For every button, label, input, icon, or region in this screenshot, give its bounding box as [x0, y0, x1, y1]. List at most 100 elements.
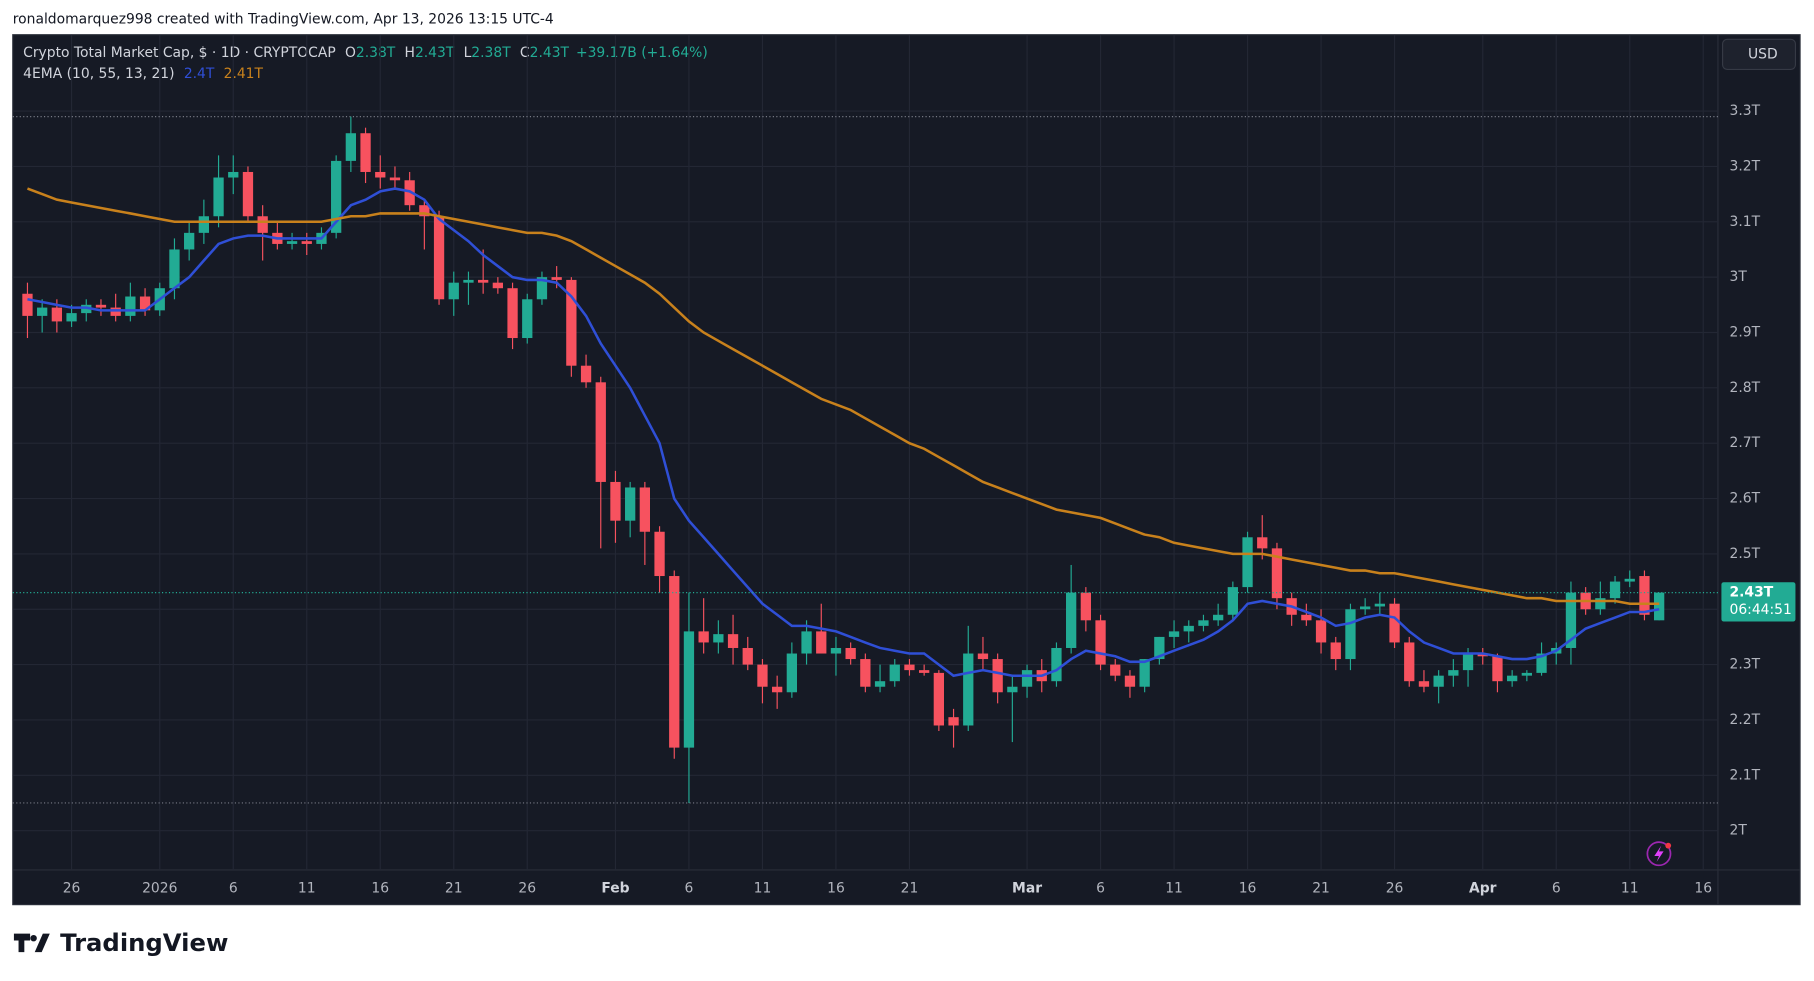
x-tick-label: Mar — [1012, 880, 1042, 896]
candle-body — [1374, 603, 1385, 607]
ohlc-value: 2.43T — [415, 45, 455, 61]
candle-body — [286, 241, 298, 244]
chart-pane — [12, 34, 1801, 906]
x-tick-label: 16 — [371, 880, 389, 896]
candle-body — [198, 216, 210, 233]
indicator-label: 4EMA (10, 55, 13, 21) — [23, 66, 174, 82]
candle-body — [448, 282, 459, 300]
x-tick-label: 6 — [1096, 880, 1105, 896]
candle-body — [125, 296, 136, 316]
candle-body — [874, 681, 886, 687]
indicator-value: 2.41T — [224, 66, 264, 82]
candle-body — [1418, 681, 1430, 687]
y-tick-label: 2.2T — [1730, 712, 1761, 728]
candle-body — [1536, 653, 1547, 673]
candle-body — [463, 279, 474, 283]
candle-body — [1477, 653, 1488, 657]
x-tick-label: 21 — [445, 880, 463, 896]
indicator-legend: 4EMA (10, 55, 13, 21) 2.4T 2.41T — [23, 66, 263, 82]
y-tick-label: 2.8T — [1730, 380, 1761, 396]
x-tick-label: 16 — [827, 880, 845, 896]
y-tick-label: 3T — [1730, 269, 1748, 285]
candle-body — [184, 232, 195, 250]
candle-body — [1433, 675, 1444, 687]
candle-body — [963, 653, 974, 726]
x-tick-label: 26 — [518, 880, 536, 896]
candle-body — [522, 299, 533, 339]
candle-body — [625, 487, 636, 521]
candle-body — [1389, 603, 1400, 643]
candle-body — [345, 133, 357, 161]
candle-body — [933, 672, 944, 726]
ohlc-value: 2.38T — [471, 45, 511, 61]
y-tick-label: 2.5T — [1730, 546, 1761, 562]
candle-body — [1330, 642, 1341, 660]
attribution: ronaldomarquez998 created with TradingVi… — [13, 12, 554, 28]
candle-body — [419, 205, 430, 217]
candle-body — [1595, 598, 1606, 610]
candle-body — [830, 647, 842, 654]
candle-body — [1565, 592, 1577, 648]
candle-body — [1654, 592, 1665, 621]
y-tick-label: 2T — [1730, 823, 1748, 839]
ohlc-key: O — [345, 45, 356, 61]
currency: USD — [1748, 46, 1778, 62]
lightning-icon[interactable] — [1646, 841, 1672, 867]
candle-body — [786, 653, 797, 693]
candle-body — [66, 313, 77, 322]
x-tick-label: 16 — [1239, 880, 1257, 896]
title: Crypto Total Market Cap, $ · 1D · CRYPTO… — [23, 45, 336, 61]
candle-body — [595, 382, 606, 482]
candle-body — [1168, 631, 1180, 637]
candle-body — [860, 659, 871, 687]
ohlc-key: L — [464, 45, 472, 61]
candle-body — [1183, 625, 1194, 632]
candle-body — [948, 717, 959, 726]
x-tick-label: 11 — [1621, 880, 1639, 896]
indicator-line — [27, 187, 1660, 606]
candle-body — [1462, 653, 1474, 671]
candle-body — [713, 634, 724, 643]
legend-header: Crypto Total Market Cap, $ · 1D · CRYPTO… — [23, 45, 708, 61]
y-tick-label: 2.1T — [1730, 767, 1761, 783]
candle-body — [1227, 587, 1238, 615]
candle-body — [1315, 620, 1327, 643]
x-tick-label: 11 — [298, 880, 316, 896]
candle-body — [639, 487, 651, 532]
x-tick-label: 21 — [1312, 880, 1330, 896]
candle-body — [654, 531, 665, 577]
candle-body — [1360, 606, 1371, 610]
candle-body — [492, 282, 504, 289]
y-tick-label: 2.9T — [1730, 324, 1761, 340]
candle-body — [816, 631, 827, 654]
y-tick-label: 2.6T — [1730, 491, 1761, 507]
candle-body — [683, 631, 695, 748]
y-tick-label: 2.7T — [1730, 435, 1761, 451]
candle-body — [1242, 537, 1253, 588]
candle-body — [1080, 592, 1091, 621]
y-tick-label: 2.3T — [1730, 657, 1761, 673]
candle-body — [257, 216, 268, 233]
candle-body — [801, 631, 812, 654]
candle-body — [580, 365, 592, 383]
candle-body — [1213, 614, 1224, 621]
ohlc-value: 2.43T — [530, 45, 570, 61]
candle-body — [1154, 636, 1165, 660]
candle-body — [992, 659, 1003, 693]
candle-body — [904, 664, 915, 671]
candle-body — [1139, 659, 1150, 687]
indicator-value: 2.4T — [184, 66, 215, 82]
y-tick-label: 3.2T — [1730, 158, 1761, 174]
candle-body — [1095, 620, 1106, 665]
candle-body — [742, 647, 753, 665]
candle-body — [1609, 581, 1621, 599]
x-tick-label: Feb — [601, 880, 629, 896]
candle-body — [919, 670, 930, 673]
candle-body — [213, 177, 224, 217]
currency-button[interactable] — [1721, 38, 1797, 70]
candle-body — [1404, 642, 1415, 682]
candle-body — [977, 653, 989, 660]
candle-body — [845, 647, 856, 660]
candle-body — [1271, 548, 1283, 599]
